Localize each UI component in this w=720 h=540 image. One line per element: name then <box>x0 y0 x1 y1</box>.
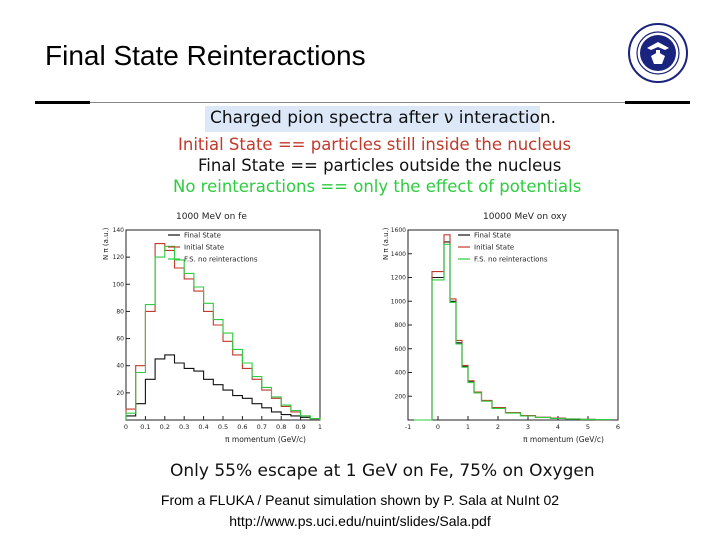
y-tick-label: 800 <box>395 322 407 329</box>
plot-title: 1000 MeV on fe <box>176 212 247 222</box>
plot-fe-1000mev: 1000 MeV on fe N π (a.u.) π momentum (GeV/… <box>102 212 322 444</box>
title-rule-left <box>35 101 90 104</box>
x-tick-label: 0.9 <box>295 423 305 431</box>
x-tick-label: 6 <box>616 423 620 431</box>
legend-entry: Initial State <box>474 244 514 252</box>
legend-final-state: Final State == particles outside the nuc… <box>198 156 562 175</box>
legend-entry: Final State <box>474 232 511 240</box>
y-tick-label: 140 <box>113 227 125 234</box>
y-tick-label: 40 <box>116 363 124 370</box>
x-tick-label: 3 <box>526 423 530 431</box>
legend-no-reinteractions: No reinteractions == only the effect of … <box>173 177 582 196</box>
x-tick-label: -1 <box>405 423 411 431</box>
series-f-s-no-reinteractions <box>125 245 321 420</box>
x-tick-label: 0.1 <box>140 423 150 431</box>
y-tick-label: 1000 <box>391 298 406 305</box>
x-tick-label: 2 <box>496 423 500 431</box>
y-tick-label: 400 <box>395 370 407 377</box>
series-f-s-no-reinteractions <box>414 243 612 421</box>
x-tick-label: 0.8 <box>276 423 286 431</box>
y-axis-label: N π (a.u.) <box>382 227 390 260</box>
y-tick-label: 600 <box>395 346 407 353</box>
legend-entry: Initial State <box>184 244 224 252</box>
y-tick-label: 1200 <box>391 275 406 282</box>
escape-note: Only 55% escape at 1 GeV on Fe, 75% on O… <box>170 461 595 481</box>
x-tick-label: 5 <box>586 423 590 431</box>
plot-title: 10000 MeV on oxy <box>483 212 567 222</box>
y-tick-label: 100 <box>113 281 125 288</box>
x-axis-label: π momentum (GeV/c) <box>523 435 604 444</box>
x-tick-label: 1 <box>318 423 322 431</box>
y-axis-label: N π (a.u.) <box>102 227 110 260</box>
title-rule-right <box>625 101 690 104</box>
x-tick-label: 4 <box>556 423 560 431</box>
x-tick-label: 1 <box>466 423 470 431</box>
y-tick-label: 1600 <box>391 227 406 234</box>
y-tick-label: 20 <box>116 390 124 397</box>
caption-text: Charged pion spectra after ν interaction… <box>210 108 557 128</box>
x-tick-label: 0.4 <box>198 423 208 431</box>
x-tick-label: 0.6 <box>237 423 247 431</box>
y-tick-label: 120 <box>113 254 125 261</box>
x-tick-label: 0 <box>436 423 440 431</box>
caption-box <box>205 106 540 132</box>
x-tick-label: 0.3 <box>179 423 189 431</box>
legend-entry: Final State <box>184 232 221 240</box>
page-title: Final State Reinteractions <box>45 40 366 71</box>
legend-initial-state: Initial State == particles still inside … <box>178 135 572 154</box>
x-tick-label: 0 <box>124 423 128 431</box>
y-tick-label: 200 <box>395 393 407 400</box>
y-tick-label: 1400 <box>391 251 406 258</box>
footer-url: http://www.ps.uci.edu/nuint/slides/Sala.… <box>229 513 491 529</box>
title-rule-center <box>90 102 625 103</box>
y-tick-label: 80 <box>116 308 124 315</box>
footer-source: From a FLUKA / Peanut simulation shown b… <box>160 492 560 508</box>
university-logo <box>628 23 688 83</box>
x-tick-label: 0.2 <box>160 423 170 431</box>
x-tick-label: 0.7 <box>257 423 267 431</box>
x-axis-label: π momentum (GeV/c) <box>225 435 306 444</box>
legend-entry: F.S. no reinteractions <box>184 256 258 264</box>
x-tick-label: 0.5 <box>218 423 228 431</box>
series-final-state <box>125 354 321 420</box>
plot-oxy-10000mev: 10000 MeV on oxy N π (a.u.) π momentum (Ge… <box>382 212 620 444</box>
y-tick-label: 60 <box>116 336 124 343</box>
legend-entry: F.S. no reinteractions <box>474 256 548 264</box>
